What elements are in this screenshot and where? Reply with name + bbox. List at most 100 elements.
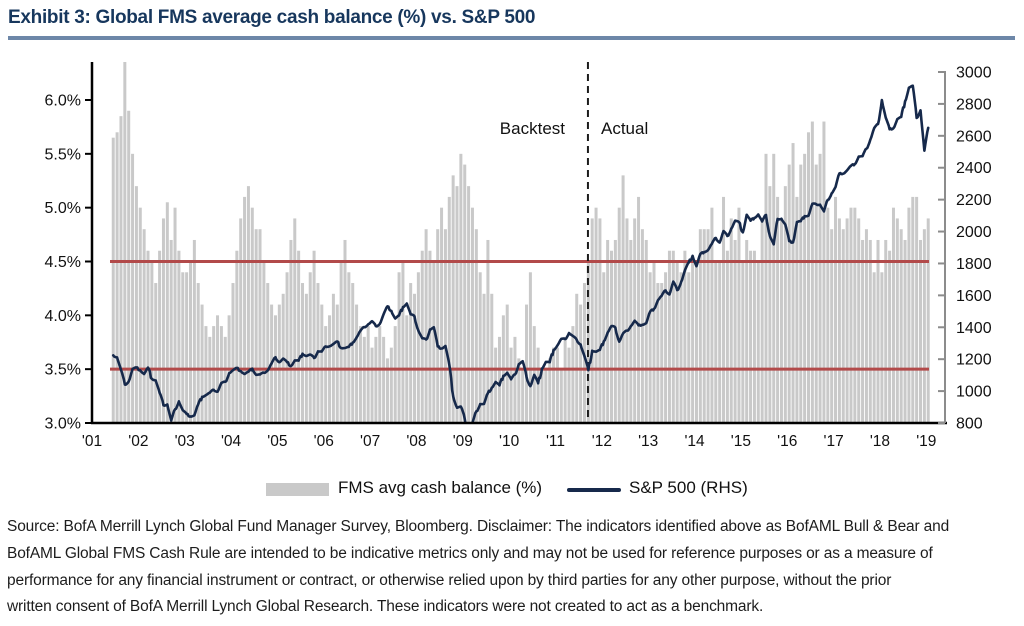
fms-bar (370, 347, 374, 423)
x-tick-label: '12 (592, 433, 612, 450)
fms-bar (324, 326, 328, 423)
fms-bar (459, 153, 463, 423)
backtest-label: Backtest (499, 119, 565, 138)
fms-bar (664, 272, 668, 423)
right-tick-label: 2600 (956, 128, 992, 145)
fms-bar (181, 272, 185, 423)
fms-bar (876, 239, 880, 423)
fms-bar (262, 261, 266, 423)
page-title: Exhibit 3: Global FMS average cash balan… (8, 7, 536, 28)
fms-bar (776, 196, 780, 423)
fms-bar (250, 207, 254, 423)
fms-bar (888, 250, 892, 423)
fms-bar (806, 132, 810, 423)
fms-bar (343, 239, 347, 423)
fms-bar (196, 283, 200, 423)
fms-bar (687, 272, 691, 423)
fms-bar (714, 261, 718, 423)
fms-bar (378, 326, 382, 423)
fms-bar (165, 202, 169, 423)
fms-bar (756, 261, 760, 423)
fms-bar (660, 283, 664, 423)
fms-bar (266, 283, 270, 423)
fms-bar (154, 283, 158, 423)
fms-bar (436, 229, 440, 423)
fms-bar (725, 250, 729, 423)
right-tick-label: 2800 (956, 96, 992, 113)
fms-bar (447, 196, 451, 423)
fms-bar (470, 207, 474, 423)
fms-bar (490, 293, 494, 423)
fms-bar (494, 347, 498, 423)
x-tick-label: '06 (314, 433, 334, 450)
right-tick-label: 1000 (956, 384, 992, 401)
fms-bar (915, 196, 919, 423)
footer-line: performance for any financial instrument… (7, 571, 892, 589)
fms-bar (637, 196, 641, 423)
fms-bar (814, 164, 818, 423)
fms-bar (853, 207, 857, 423)
right-tick-label: 2400 (956, 160, 992, 177)
fms-bar (579, 304, 583, 423)
fms-bar (544, 369, 548, 423)
fms-bar (509, 347, 513, 423)
left-tick-label: 3.5% (45, 362, 81, 379)
fms-bar (799, 164, 803, 423)
fms-bar (911, 196, 915, 423)
sp500-line (111, 84, 930, 423)
fms-bar (536, 347, 540, 423)
x-tick-label: '05 (267, 433, 287, 450)
fms-bar (440, 207, 444, 423)
fms-bar (115, 132, 119, 423)
fms-bar (486, 239, 490, 423)
fms-bar (525, 304, 529, 423)
fms-bar (521, 369, 525, 423)
fms-bar (919, 239, 923, 423)
fms-bar (374, 336, 378, 423)
fms-bar (138, 207, 142, 423)
fms-bar (161, 218, 165, 423)
left-tick-label: 4.5% (45, 254, 81, 271)
fms-bar (362, 336, 366, 423)
fms-bar (401, 261, 405, 423)
fms-bar (185, 272, 189, 423)
fms-bar (702, 229, 706, 423)
source-disclaimer: Source: BofA Merrill Lynch Global Fund M… (7, 514, 1021, 621)
right-tick-label: 1600 (956, 288, 992, 305)
right-tick-label: 3000 (956, 65, 992, 82)
fms-bar (760, 218, 764, 423)
fms-bar (803, 153, 807, 423)
x-tick-label: '13 (638, 433, 658, 450)
fms-bar (158, 250, 162, 423)
fms-bar (652, 261, 656, 423)
fms-bar (243, 196, 247, 423)
fms-bar (432, 261, 436, 423)
x-tick-label: '09 (453, 433, 473, 450)
fms-bar (667, 250, 671, 423)
fms-bar (617, 207, 621, 423)
fms-bar (656, 283, 660, 423)
fms-bar (134, 186, 138, 423)
x-tick-label: '04 (221, 433, 242, 450)
fms-bar (127, 110, 131, 423)
x-tick-label: '17 (823, 433, 843, 450)
footer-line: BofAML Global FMS Cash Rule are intended… (7, 544, 933, 562)
fms-bar (830, 229, 834, 423)
fms-bar (339, 261, 343, 423)
fms-bar (559, 369, 563, 423)
fms-bar (285, 272, 289, 423)
fms-bar (231, 283, 235, 423)
fms-bar (671, 250, 675, 423)
fms-bar (571, 326, 575, 423)
fms-bar (733, 239, 737, 423)
fms-bar (204, 326, 208, 423)
fms-bar (548, 358, 552, 423)
fms-bar (474, 229, 478, 423)
fms-bar (880, 272, 884, 423)
fms-bar (331, 293, 335, 423)
legend-line-swatch (567, 488, 621, 492)
fms-bar (208, 336, 212, 423)
fms-bar (200, 304, 204, 423)
fms-bar (308, 272, 312, 423)
